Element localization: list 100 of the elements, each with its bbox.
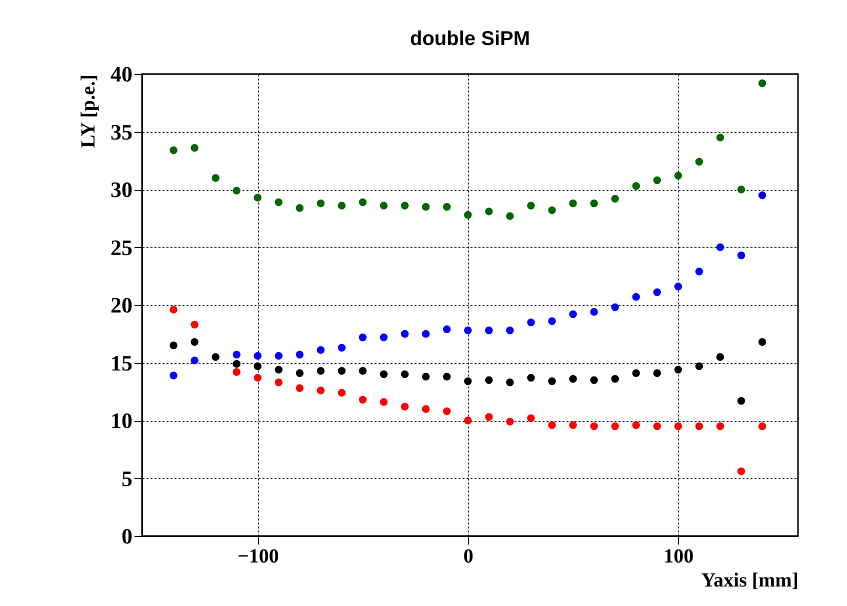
y-tick-label: 35: [110, 119, 132, 144]
y-tick-label: 20: [110, 292, 132, 318]
point: [254, 362, 262, 370]
point: [274, 378, 283, 386]
point: [380, 370, 388, 378]
point: [170, 342, 178, 350]
point: [296, 204, 304, 212]
point: [611, 194, 619, 203]
point: [527, 202, 535, 210]
point: [400, 370, 409, 378]
point: [190, 356, 198, 364]
point: [506, 326, 514, 334]
point: [254, 352, 262, 360]
point: [506, 212, 514, 220]
point: [590, 376, 598, 384]
point: [737, 186, 746, 194]
point: [485, 326, 493, 334]
point: [358, 198, 367, 206]
point: [653, 369, 661, 378]
point: [632, 293, 640, 301]
point: [737, 467, 746, 476]
point: [758, 338, 766, 346]
point: [338, 366, 346, 375]
point: [232, 360, 240, 368]
x-axis-title: Yaxis [mm]: [701, 570, 798, 592]
point: [190, 144, 198, 152]
point: [485, 376, 493, 384]
point: [485, 208, 493, 216]
point: [695, 158, 704, 166]
point: [422, 330, 430, 338]
point: [695, 362, 704, 370]
point: [716, 422, 724, 430]
point: [737, 251, 746, 260]
point: [716, 353, 724, 361]
point: [674, 282, 682, 290]
point: [190, 338, 198, 346]
point: [506, 418, 514, 426]
point: [358, 366, 367, 375]
point: [170, 146, 178, 154]
point: [296, 384, 304, 392]
point: [464, 416, 472, 424]
point: [254, 194, 262, 202]
point: [400, 202, 409, 210]
point: [443, 407, 451, 416]
point: [506, 378, 514, 386]
point: [548, 421, 556, 429]
point: [527, 374, 535, 382]
y-axis-title: LY [p.e.]: [78, 74, 100, 148]
point: [569, 421, 577, 429]
point: [611, 422, 619, 430]
point: [358, 333, 367, 342]
y-tick-label: 0: [122, 524, 132, 548]
point: [464, 211, 472, 219]
point: [400, 330, 409, 338]
point: [569, 375, 577, 383]
y-tick-label: 30: [110, 177, 132, 202]
x-tick-label: 100: [664, 546, 694, 568]
point: [422, 405, 430, 413]
point: [400, 402, 409, 411]
point: [232, 368, 240, 376]
point: [632, 182, 640, 190]
point: [232, 350, 240, 359]
point: [212, 353, 220, 361]
point: [443, 325, 451, 334]
y-tick-label: 5: [122, 466, 132, 491]
point: [338, 388, 346, 397]
point: [548, 317, 556, 326]
point: [653, 422, 661, 430]
x-tick-label: −100: [237, 546, 279, 568]
y-tick-label: 25: [110, 234, 132, 260]
point: [632, 421, 640, 429]
point: [316, 386, 325, 394]
point: [758, 191, 766, 200]
point: [190, 320, 198, 328]
point: [590, 422, 598, 430]
point: [653, 288, 661, 296]
point: [758, 79, 766, 88]
point: [338, 344, 346, 352]
point: [274, 198, 283, 206]
point: [380, 333, 388, 342]
point: [443, 202, 451, 211]
point: [674, 422, 682, 430]
point: [674, 172, 682, 180]
x-tick-label: 0: [463, 546, 474, 568]
point: [527, 414, 535, 422]
y-tick-label: 10: [110, 408, 132, 433]
point: [632, 369, 640, 378]
point: [254, 374, 262, 382]
point: [611, 303, 619, 312]
point: [464, 326, 472, 334]
point: [232, 186, 240, 195]
point: [653, 176, 661, 184]
point: [674, 366, 682, 374]
point: [485, 413, 493, 421]
point: [443, 372, 451, 380]
point: [422, 202, 430, 211]
point: [716, 134, 724, 142]
point: [569, 310, 577, 318]
point: [464, 377, 472, 386]
point: [274, 352, 283, 360]
